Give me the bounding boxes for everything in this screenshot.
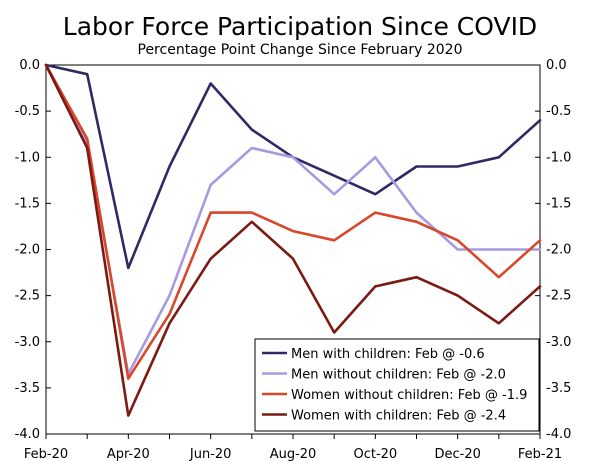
y-tick-label-right: -1.5 [546,196,571,211]
series-layer [44,63,542,417]
x-tick-label: Feb-21 [518,447,562,461]
y-tick-label-left: -1.5 [15,196,40,211]
series-line-3 [44,63,542,380]
x-tick-label: Feb-20 [24,447,68,461]
series-line-4 [44,63,542,417]
y-tick-label-left: -1.0 [15,150,40,165]
x-tick-label: Aug-20 [270,447,317,461]
chart-subtitle: Percentage Point Change Since February 2… [138,42,463,58]
legend: Men with children: Feb @ -0.6 Men without… [254,338,540,432]
y-tick-label-left: 0.0 [19,58,40,73]
x-axis: Feb-20 Apr-20 Jun-20 Aug-20 Oct-20 Dec-20 Feb-… [24,434,562,461]
y-tick-label-right: -1.0 [546,150,571,165]
x-tick-label: Jun-20 [189,447,232,461]
y-tick-label-right: 0.0 [546,58,567,73]
y-tick-label-left: -2.0 [15,243,40,258]
y-tick-label-right: -3.5 [546,381,571,396]
y-tick-label-left: -4.0 [15,427,40,442]
x-tick-label: Apr-20 [107,447,150,461]
legend-label: Men without children: Feb @ -2.0 [291,368,506,383]
legend-box [254,338,540,432]
y-axis-right: 0.0 -0.5 -1.0 -1.5 -2.0 -2.5 -3.0 -3.5 -4.0 [535,58,571,442]
y-axis-left: 0.0 -0.5 -1.0 -1.5 -2.0 -2.5 -3.0 -3.5 -4.0 [15,58,51,442]
y-tick-label-left: -3.0 [15,335,40,350]
y-tick-label-left: -3.5 [15,381,40,396]
legend-label: Women without children: Feb @ -1.9 [291,388,527,403]
legend-label: Men with children: Feb @ -0.6 [291,347,485,362]
y-tick-label-right: -4.0 [546,427,571,442]
y-tick-label-right: -2.5 [546,289,571,304]
y-tick-label-left: -2.5 [15,289,40,304]
x-tick-label: Dec-20 [434,447,480,461]
y-tick-label-right: -0.5 [546,104,571,119]
y-tick-label-left: -0.5 [15,104,40,119]
x-tick-label: Oct-20 [353,447,397,461]
y-tick-label-right: -3.0 [546,335,571,350]
chart-title: Labor Force Participation Since COVID [63,12,537,41]
legend-label: Women with children: Feb @ -2.4 [291,409,506,424]
series-line-1 [44,63,542,270]
y-tick-label-right: -2.0 [546,243,571,258]
